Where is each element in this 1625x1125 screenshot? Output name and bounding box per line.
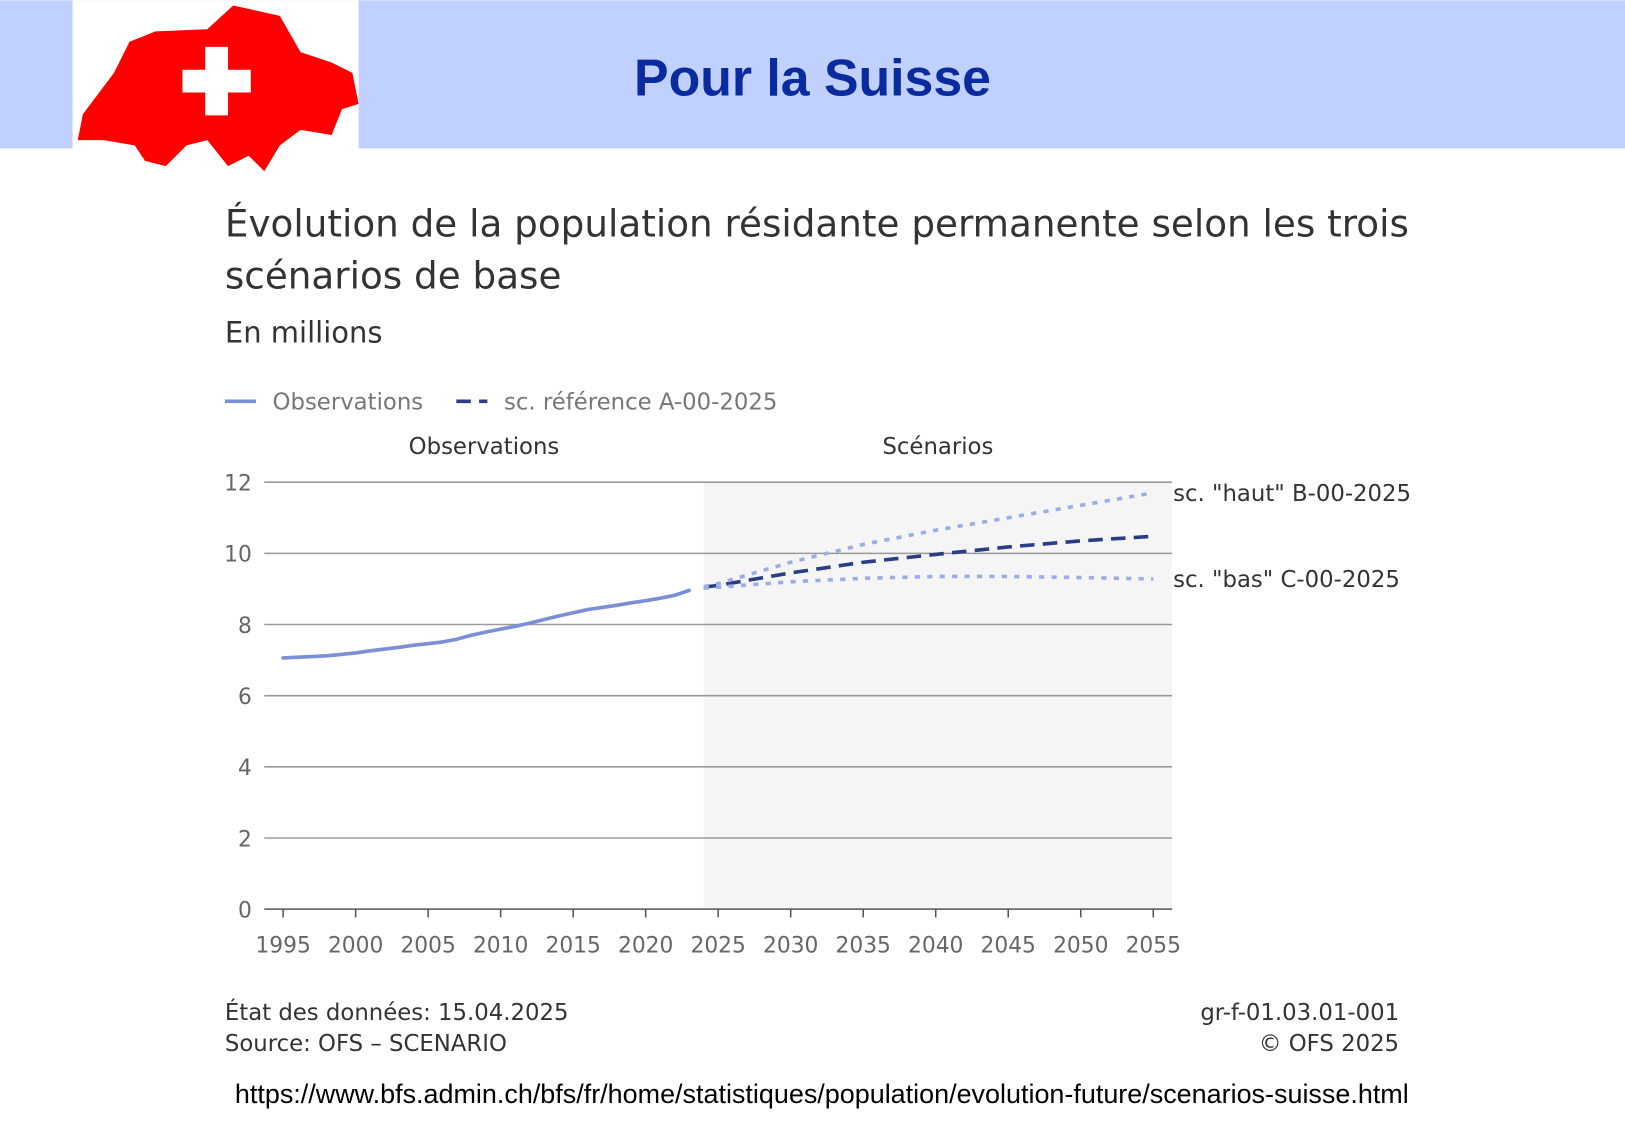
chart: Observations Scénarios 0 2 4 6 8 10 12 1995 2000 20… [224,390,1411,959]
region-label: Scénarios [882,434,993,460]
footer-date: État des données: 15.04.2025 [225,998,569,1026]
chart-title: scénarios de base [225,253,562,297]
y-tick-label: 4 [238,756,252,781]
legend-label: Observations [273,390,424,416]
x-tick-label: 2045 [981,934,1036,959]
series-line [703,534,1154,589]
x-tick-label: 2005 [400,934,455,959]
x-tick-label: 2040 [908,934,963,959]
legend-label: sc. référence A-00-2025 [504,390,777,416]
y-tick-label: 6 [238,685,252,710]
swiss-cross [182,46,251,116]
x-tick-label: 2020 [618,934,673,959]
y-tick-label: 0 [238,898,252,923]
x-tick-label: 1995 [255,934,310,959]
x-tick-label: 2055 [1126,934,1181,959]
y-tick-label: 10 [224,543,252,568]
x-tick-label: 2015 [545,934,600,959]
x-tick-label: 2030 [763,934,818,959]
chart-subtitle: En millions [225,315,383,349]
x-tick-label: 2035 [836,934,891,959]
x-tick-label: 2010 [473,934,528,959]
y-tick-label: 2 [238,827,252,852]
series-end-label: sc. "haut" B-00-2025 [1173,481,1411,507]
x-tick-label: 2050 [1053,934,1108,959]
x-tick-label: 2000 [328,934,383,959]
footer-id: gr-f-01.03.01-001 [1200,1000,1399,1026]
y-tick-label: 12 [224,471,252,496]
y-tick-label: 8 [238,614,252,639]
source-url: https://www.bfs.admin.ch/bfs/fr/home/sta… [235,1079,1409,1109]
x-tick-label: 2025 [691,934,746,959]
series-line [281,588,692,660]
series-line [703,491,1154,589]
series-line [703,574,1154,591]
header-title: Pour la Suisse [634,49,991,107]
footer-copyright: © OFS 2025 [1259,1031,1399,1057]
footer-source: Source: OFS – SCENARIO [225,1031,507,1057]
series-end-label: sc. "bas" C-00-2025 [1173,567,1400,593]
region-label: Observations [409,434,560,460]
chart-title: Évolution de la population résidante per… [225,202,1409,246]
